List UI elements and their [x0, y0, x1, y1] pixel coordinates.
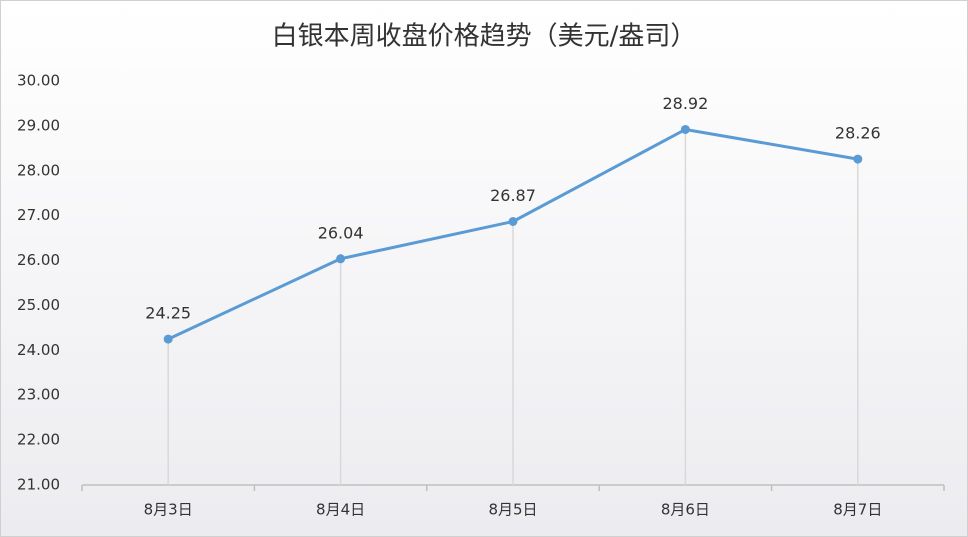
- point: [680, 124, 690, 134]
- data-label: 28.26: [835, 124, 881, 143]
- x-tick-label: 8月6日: [661, 501, 710, 519]
- point: [336, 254, 346, 264]
- y-tick-label: 21.00: [17, 476, 60, 494]
- point: [853, 154, 863, 164]
- y-tick-label: 30.00: [17, 72, 60, 90]
- data-label: 24.25: [145, 304, 191, 323]
- x-tick-label: 8月4日: [316, 501, 365, 519]
- chart-title: 白银本周收盘价格趋势（美元/盎司）: [272, 22, 697, 52]
- y-tick-label: 29.00: [17, 116, 60, 134]
- data-label: 26.04: [318, 223, 364, 242]
- x-tick-label: 8月5日: [488, 501, 537, 519]
- y-tick-label: 26.00: [17, 251, 60, 269]
- point: [163, 334, 173, 344]
- data-label: 26.87: [490, 186, 536, 205]
- x-tick-label: 8月7日: [833, 501, 882, 519]
- y-tick-label: 28.00: [17, 161, 60, 179]
- data-label: 28.92: [662, 94, 708, 113]
- x-tick-label: 8月3日: [144, 501, 193, 519]
- y-tick-label: 25.00: [17, 296, 60, 314]
- y-tick-label: 24.00: [17, 341, 60, 359]
- y-tick-label: 27.00: [17, 206, 60, 224]
- y-tick-label: 23.00: [17, 386, 60, 404]
- point: [508, 217, 518, 227]
- y-tick-label: 22.00: [17, 431, 60, 449]
